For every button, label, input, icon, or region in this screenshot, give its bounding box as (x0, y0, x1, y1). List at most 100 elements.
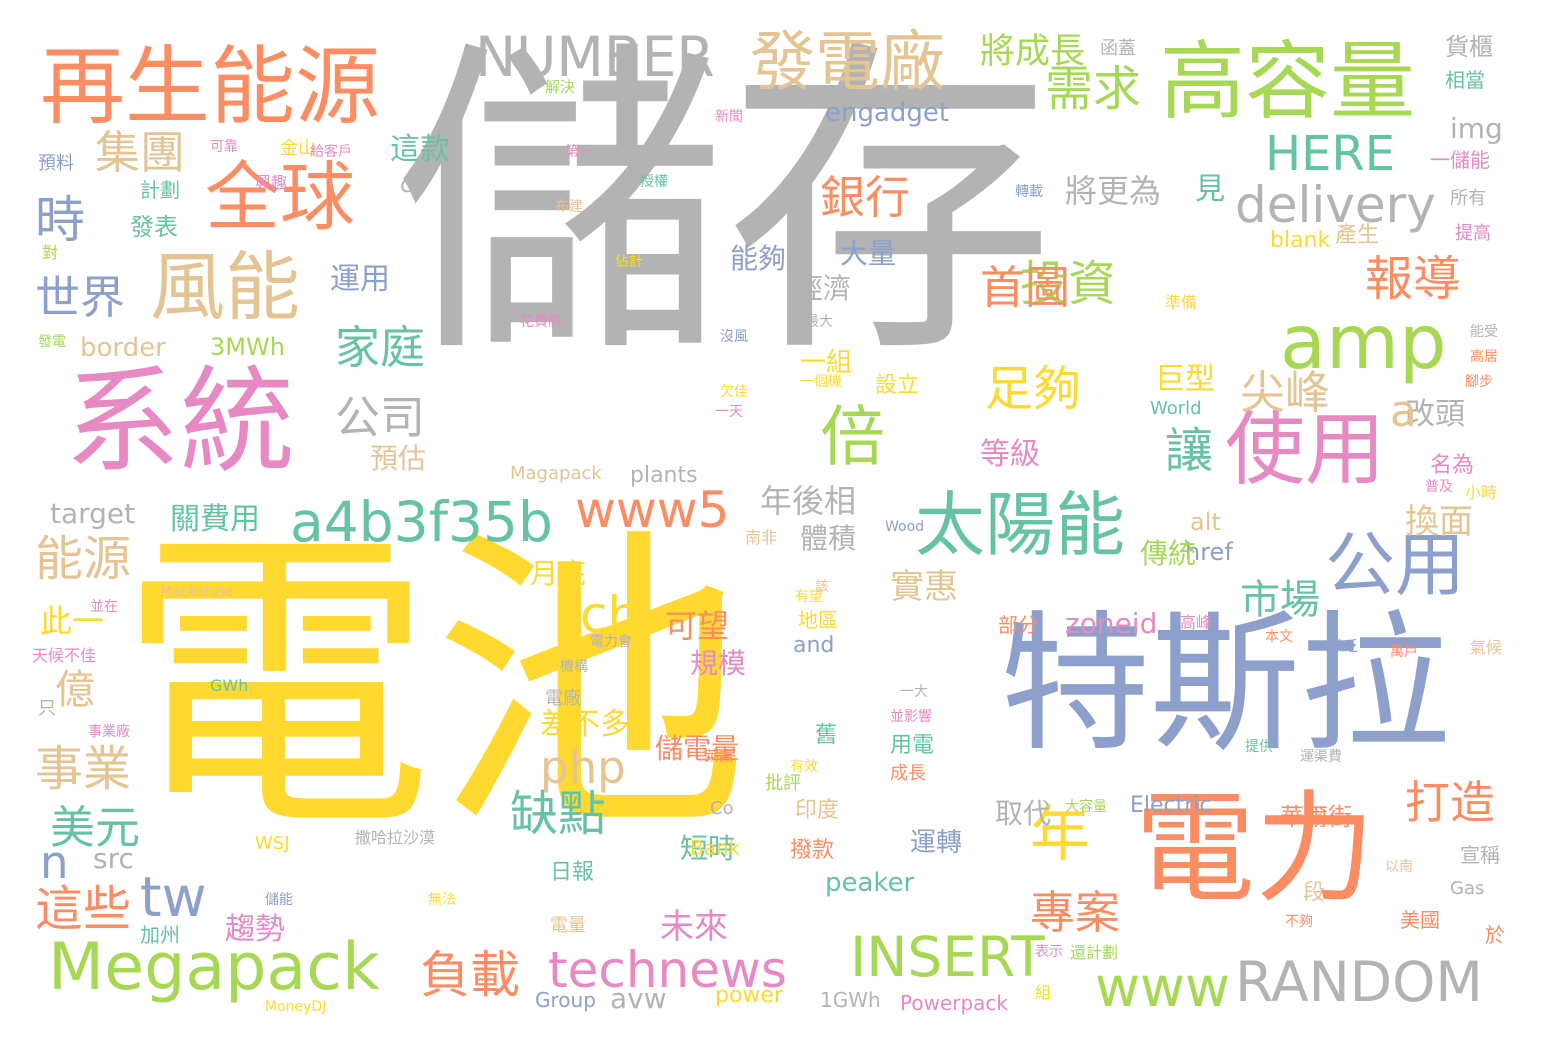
cloud-word-w167: 取代 (995, 797, 1052, 830)
cloud-word-peaker: peaker (825, 868, 915, 898)
cloud-word-w191: 於 (1485, 923, 1505, 947)
cloud-word-w127: 一個機 (800, 374, 842, 390)
cloud-word-w99: 計劃 (140, 178, 180, 202)
cloud-word-w25: 報導 (1365, 251, 1462, 307)
cloud-word-w64: 等級 (980, 437, 1040, 472)
cloud-word-3mwh: 3MWh (210, 333, 285, 361)
cloud-word-w66: 大量 (840, 237, 897, 270)
cloud-word-w132: 名為 (1430, 453, 1475, 478)
cloud-word-w45: 美元 (50, 801, 141, 854)
cloud-word-border: border (80, 333, 166, 363)
cloud-word-gwh: GWh (210, 676, 249, 695)
cloud-word-world: World (1150, 398, 1202, 419)
cloud-word-w38: 年 (1030, 800, 1090, 870)
cloud-word-w97: 發表 (130, 213, 178, 241)
cloud-word-w8: 太陽能 (915, 484, 1125, 566)
cloud-word-w181: 撒哈拉沙漠 (355, 828, 436, 847)
cloud-word-w169: 大容量 (1065, 799, 1107, 815)
cloud-word-w67: 能夠 (730, 242, 787, 275)
cloud-word-co: Co (710, 798, 734, 819)
cloud-word-w5: 再生能源 (40, 38, 381, 137)
cloud-word-w125: 最大 (805, 314, 833, 330)
cloud-word-w100: 預料 (38, 153, 74, 174)
cloud-word-w103: 給客戶 (310, 144, 352, 160)
cloud-word-powerpack: Powerpack (900, 991, 1008, 1015)
cloud-word-w146: 本文 (1265, 629, 1293, 645)
cloud-word-w188: 美國 (1400, 908, 1440, 932)
cloud-word-w175: 日報 (550, 860, 595, 885)
cloud-word-w98: 對 (42, 243, 59, 262)
cloud-word-a4b3f35b: a4b3f35b (290, 490, 553, 554)
cloud-word-w36: 讓 (1156, 425, 1212, 473)
cloud-word-w147: 缺乏 (1330, 639, 1358, 655)
cloud-word-w80: 可望 (665, 607, 730, 645)
cloud-word-w83: 儲電量 (655, 732, 740, 765)
cloud-word-w126: 發電 (38, 334, 66, 350)
cloud-word-w48: 專案 (1030, 886, 1121, 939)
cloud-word-w75: 體積 (800, 522, 857, 555)
cloud-word-w145: 高峰 (1180, 613, 1213, 632)
cloud-word-w182: 儲能 (265, 892, 293, 908)
cloud-word-w34: 公司 (335, 391, 426, 444)
cloud-word-img: img (1450, 112, 1503, 145)
cloud-word-w160: 用電 (890, 733, 935, 758)
cloud-word-w174: 撥款 (790, 838, 835, 863)
cloud-word-w184: 電量 (550, 915, 586, 936)
cloud-word-w81: 規模 (690, 647, 747, 680)
cloud-word-w0: 儲存 (395, 13, 1055, 397)
cloud-word-w63: 改頭 (1405, 397, 1465, 432)
cloud-word-alt: alt (1190, 508, 1221, 536)
cloud-word-w172: 宣稱 (1460, 843, 1500, 867)
cloud-word-delivery: delivery (1235, 176, 1436, 234)
cloud-word-w198: 並在 (90, 599, 118, 615)
cloud-word-w23: 需求 (1045, 61, 1142, 117)
cloud-word-engadget: engadget (825, 98, 950, 128)
cloud-word-w35: 足夠 (985, 361, 1082, 417)
cloud-word-w33: 家庭 (335, 321, 426, 374)
cloud-word-w78: 億 (55, 667, 95, 713)
cloud-word-w47: 負載 (420, 946, 520, 1004)
cloud-word-w4: 系統 (65, 355, 296, 489)
cloud-word-w168: 印度 (795, 798, 840, 823)
cloud-word-w133: 小時 (1465, 483, 1498, 502)
cloud-word-w108: 第一 (565, 144, 593, 160)
cloud-word-cb: cb (580, 586, 640, 644)
cloud-word-w53: 將更為 (1065, 172, 1162, 210)
cloud-word-w157: 一大 (900, 684, 928, 700)
cloud-word-w46: 這些 (35, 881, 132, 937)
cloud-word-w32: 世界 (35, 271, 126, 324)
cloud-word-w77: 此一 (40, 602, 105, 640)
cloud-word-w3: 電力 (1135, 780, 1375, 919)
cloud-word-w199: 該 (815, 579, 829, 595)
cloud-word-pacific: Pacific (600, 80, 655, 100)
cloud-word-w118: 提高 (1455, 223, 1491, 244)
cloud-word-php: php (540, 741, 626, 794)
cloud-word-w60: 換面 (1405, 502, 1473, 542)
cloud-word-w151: 機構 (560, 659, 588, 675)
cloud-word-w134: 普及 (1425, 479, 1453, 495)
cloud-word-w105: 解決 (545, 78, 576, 96)
cloud-word-w104: 可靠 (210, 139, 238, 155)
cloud-word-gas: Gas (1450, 878, 1485, 899)
cloud-word-www5: www5 (575, 481, 730, 539)
cloud-word-href: href (1185, 538, 1233, 566)
cloud-word-w192: 組 (1035, 983, 1052, 1002)
cloud-word-w101: 興趣 (255, 173, 288, 192)
cloud-word-w43: 能源 (35, 531, 132, 587)
cloud-word-a: a (1390, 386, 1417, 437)
cloud-word-power: power (715, 983, 783, 1008)
cloud-word-w82: 差不多 (540, 707, 630, 742)
cloud-word-w135: 高居 (1470, 349, 1498, 365)
cloud-word-and: and (793, 633, 835, 658)
cloud-word-w187: 不夠 (1285, 914, 1313, 930)
cloud-word-w148: 萬戶 (1390, 644, 1418, 660)
cloud-word-w164: 運渠費 (1300, 749, 1342, 765)
cloud-word-target: target (50, 497, 136, 530)
cloud-word-w29: 首圖 (980, 261, 1071, 314)
cloud-word-w121: 準備 (1165, 293, 1198, 312)
cloud-word-bank: Bank (690, 836, 741, 860)
cloud-word-electric: Electric (1130, 793, 1212, 818)
cloud-word-w11: 發電廠 (750, 25, 946, 100)
cloud-word-w93: 見 (1195, 172, 1225, 207)
